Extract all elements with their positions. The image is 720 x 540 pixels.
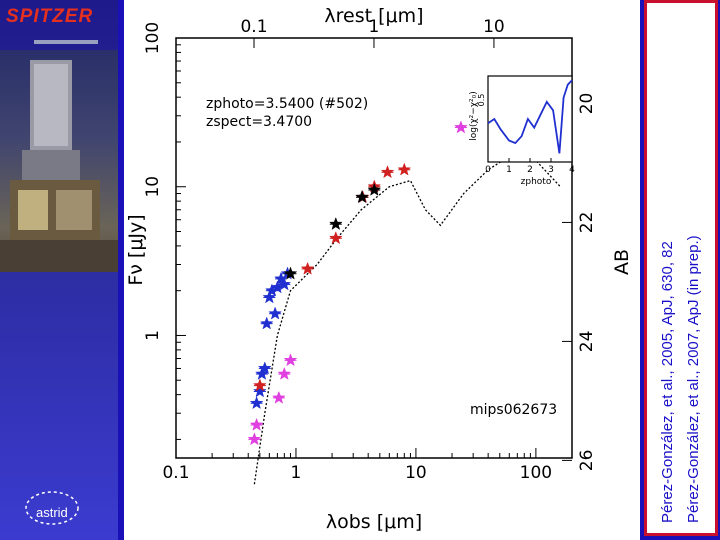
data-point-star — [283, 266, 298, 280]
data-point-star — [283, 353, 298, 367]
ab-tick-label: 22 — [577, 212, 597, 234]
spitzer-logo-text: SPITZER — [6, 6, 94, 27]
data-point-star — [355, 189, 369, 204]
data-point-star — [329, 216, 343, 230]
zspect-annotation: zspect=3.4700 — [206, 114, 312, 130]
x-tick-label: 100 — [520, 463, 552, 483]
data-point-star — [277, 277, 292, 291]
data-point-star — [262, 290, 277, 304]
spitzer-logo: SPITZER — [6, 6, 110, 40]
ab-tick-label: 26 — [577, 450, 597, 472]
data-point-star — [329, 231, 343, 245]
y-tick-label: 100 — [143, 22, 163, 54]
top-tick-label: 1 — [369, 17, 380, 37]
data-point-star — [300, 261, 315, 275]
zphoto-annotation: zphoto=3.5400 (#502) — [206, 96, 368, 112]
inset-y-tick-label: 0.5 — [477, 94, 486, 107]
sed-plot-panel: 0.1 1 10 100 1 10 100 0.1 1 10 20 22 24 26 λobs [μm] λr… — [124, 0, 640, 540]
data-point-star — [249, 417, 264, 431]
y-tick-label: 10 — [143, 176, 163, 198]
data-point-star — [397, 162, 412, 176]
x-tick-label: 1 — [291, 463, 302, 483]
right-axis-title: AB — [611, 249, 633, 275]
data-point-star — [272, 390, 286, 404]
inset-x-tick-label: 4 — [569, 165, 575, 175]
inset-x-title: zphoto — [521, 177, 552, 187]
data-point-star — [380, 165, 395, 179]
citation-box: Pérez-González, et al., 2005, ApJ, 630, … — [644, 0, 718, 536]
inset-chi2-curve — [487, 79, 573, 154]
telescope-illustration — [0, 60, 118, 272]
y-axis-title: Fν [μJy] — [125, 214, 147, 285]
data-point-star — [454, 120, 468, 134]
citation-2: Pérez-González, et al., 2007, ApJ (in pr… — [685, 235, 702, 523]
inset-y-title: log(χ²−χ²₀) — [469, 91, 479, 141]
data-point-star — [259, 316, 274, 330]
inset-x-tick-label: 3 — [548, 165, 554, 175]
ab-tick-label: 24 — [577, 331, 597, 353]
top-tick-label: 10 — [483, 17, 505, 37]
x-axis-title: λobs [μm] — [326, 511, 422, 533]
citation-1: Pérez-González, et al., 2005, ApJ, 630, … — [659, 241, 676, 523]
top-axis-title: λrest [μm] — [324, 5, 423, 27]
inset-x-tick-label: 0 — [485, 165, 491, 175]
y-tick-label: 1 — [143, 330, 163, 341]
x-tick-label: 10 — [405, 463, 427, 483]
object-name-label: mips062673 — [470, 402, 557, 418]
data-point-star — [367, 182, 382, 196]
logo-underline — [34, 40, 98, 44]
data-point-star — [247, 432, 262, 446]
top-tick-label: 0.1 — [240, 17, 267, 37]
data-point-star — [257, 361, 272, 375]
data-point-star — [277, 366, 292, 380]
telescope-photo — [0, 50, 118, 272]
inset-x-tick-label: 1 — [506, 165, 512, 175]
astrid-logo — [25, 491, 79, 525]
data-point-star — [253, 384, 267, 398]
data-point-star — [249, 396, 264, 410]
inset-x-tick-label: 2 — [527, 165, 533, 175]
x-tick-label: 0.1 — [162, 463, 189, 483]
ab-tick-label: 20 — [577, 93, 597, 115]
data-point-star — [253, 378, 267, 392]
model-template-curve — [253, 155, 561, 485]
data-point-star — [268, 306, 282, 320]
astrid-label: astrid — [36, 505, 68, 520]
